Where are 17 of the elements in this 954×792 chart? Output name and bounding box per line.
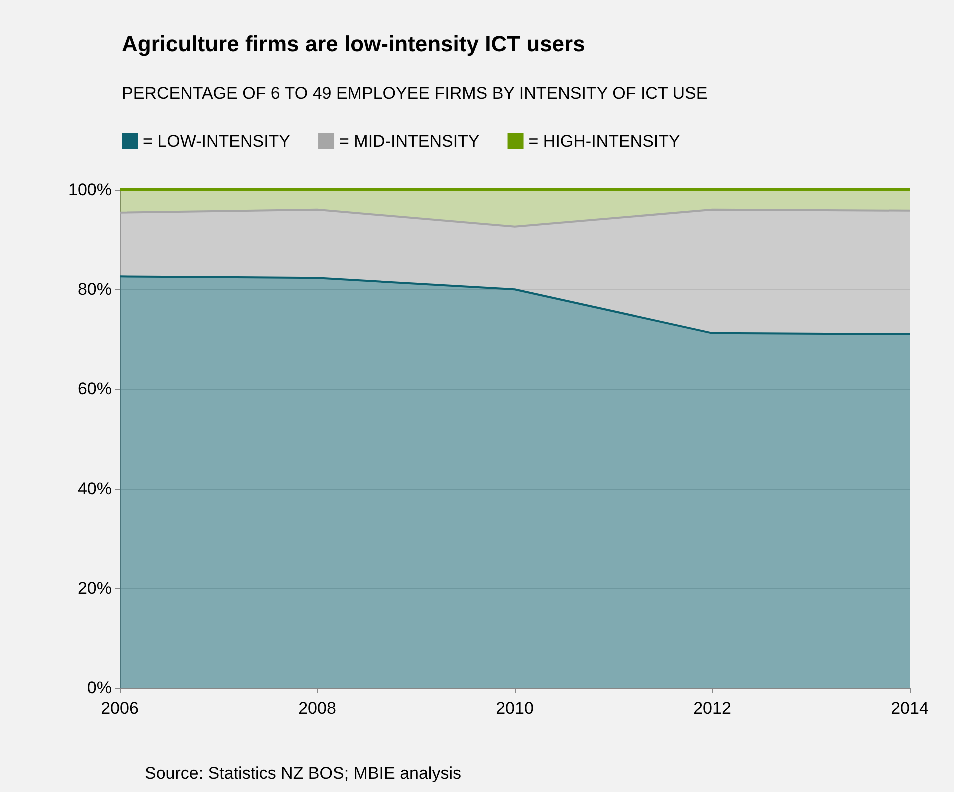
y-tick-label: 0% <box>87 678 112 698</box>
x-tick-label: 2006 <box>101 699 139 718</box>
legend-label: = HIGH-INTENSITY <box>528 132 680 151</box>
legend-label: = MID-INTENSITY <box>340 132 480 151</box>
legend-label: = LOW-INTENSITY <box>143 132 291 151</box>
y-tick-label: 40% <box>78 479 112 498</box>
y-tick-label: 20% <box>78 578 112 598</box>
x-tick-label: 2014 <box>891 699 929 718</box>
x-tick-label: 2012 <box>694 699 732 718</box>
chart-title: Agriculture firms are low-intensity ICT users <box>122 32 586 56</box>
y-tick-label: 100% <box>68 180 112 200</box>
x-tick-label: 2008 <box>298 699 336 718</box>
y-tick-label: 80% <box>78 280 112 300</box>
y-tick-label: 60% <box>78 380 112 399</box>
x-tick-label: 2010 <box>496 699 534 718</box>
chart-subtitle: PERCENTAGE OF 6 TO 49 EMPLOYEE FIRMS BY INTENSITY OF ICT USE <box>122 84 708 103</box>
source-note: Source: Statistics NZ BOS; MBIE analysis <box>145 764 462 783</box>
